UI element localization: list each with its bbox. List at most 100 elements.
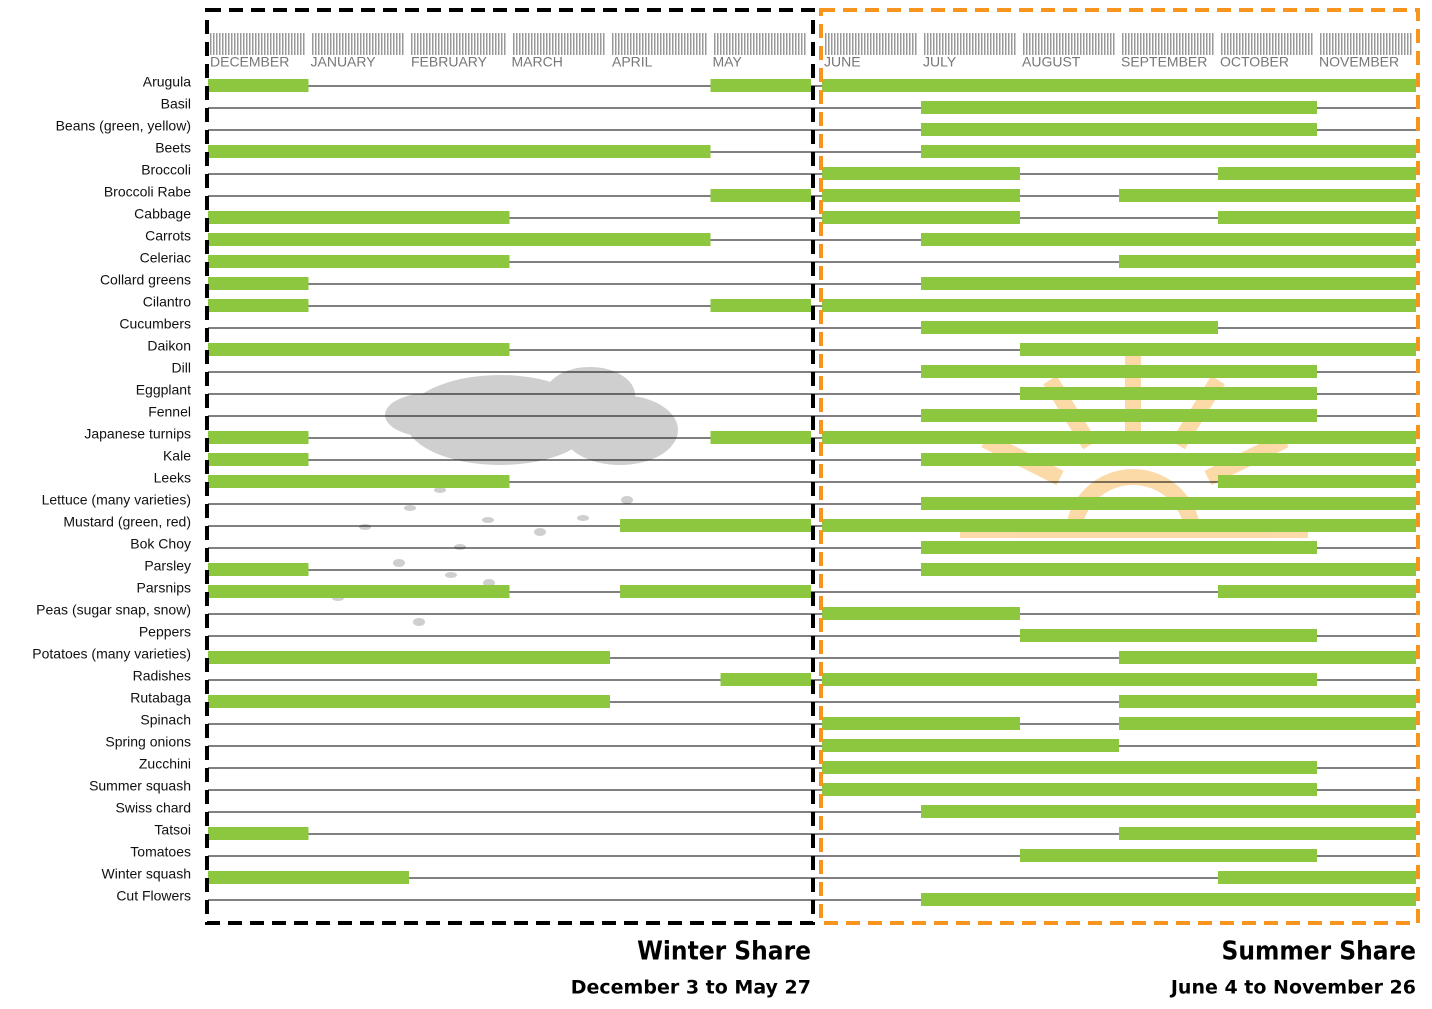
row-label: Parsnips xyxy=(137,580,191,596)
season-bar xyxy=(710,431,811,444)
month-header xyxy=(824,33,917,55)
season-bar xyxy=(710,79,811,92)
season-bar xyxy=(208,827,309,840)
season-bar xyxy=(921,541,1317,554)
season-bar xyxy=(822,299,1416,312)
season-bar xyxy=(822,717,1020,730)
month-header xyxy=(210,33,305,55)
season-bar xyxy=(822,519,1416,532)
month-header xyxy=(923,33,1016,55)
row-label: Lettuce (many varieties) xyxy=(42,492,191,508)
season-bar xyxy=(1020,343,1416,356)
month-header xyxy=(712,33,807,55)
season-bar xyxy=(208,871,409,884)
x-tick-label: OCTOBER xyxy=(1220,54,1289,70)
row-label: Spring onions xyxy=(105,734,191,750)
row-label: Mustard (green, red) xyxy=(63,514,191,530)
x-tick-label: AUGUST xyxy=(1022,54,1081,70)
season-bar xyxy=(921,145,1416,158)
summer-subtitle: June 4 to November 26 xyxy=(1169,977,1416,999)
season-bar xyxy=(208,651,610,664)
season-bar xyxy=(822,167,1020,180)
row-label: Broccoli xyxy=(141,162,191,178)
x-tick-label: JANUARY xyxy=(311,54,377,70)
winter-subtitle: December 3 to May 27 xyxy=(571,977,811,999)
season-bar xyxy=(208,695,610,708)
season-bar xyxy=(822,607,1020,620)
season-bar xyxy=(822,739,1119,752)
season-bar xyxy=(710,299,811,312)
month-header xyxy=(1022,33,1115,55)
season-bar xyxy=(1218,475,1416,488)
season-bar xyxy=(208,585,510,598)
row-label: Swiss chard xyxy=(116,800,191,816)
cloud-decoration xyxy=(332,367,678,626)
row-label: Beets xyxy=(155,140,191,156)
row-label: Broccoli Rabe xyxy=(104,184,191,200)
season-bar xyxy=(208,299,309,312)
season-bar xyxy=(208,255,510,268)
x-tick-label: JUNE xyxy=(824,54,861,70)
month-header xyxy=(310,33,405,55)
season-bar xyxy=(208,563,309,576)
row-label: Cucumbers xyxy=(119,316,191,332)
row-label: Peppers xyxy=(139,624,191,640)
row-label: Cilantro xyxy=(143,294,191,310)
season-bar xyxy=(208,211,510,224)
month-header xyxy=(411,33,506,55)
x-tick-label: FEBRUARY xyxy=(411,54,488,70)
summer-frame xyxy=(819,8,1420,925)
season-bar xyxy=(921,365,1317,378)
season-bar xyxy=(208,233,711,246)
row-label: Japanese turnips xyxy=(84,426,191,442)
season-bar xyxy=(822,431,1416,444)
season-bar xyxy=(208,431,309,444)
season-bar xyxy=(208,79,309,92)
row-label: Basil xyxy=(161,96,191,112)
row-label: Beans (green, yellow) xyxy=(56,118,191,134)
season-bar xyxy=(921,233,1416,246)
season-bar xyxy=(1218,167,1416,180)
row-label: Rutabaga xyxy=(130,690,191,706)
row-label: Leeks xyxy=(154,470,191,486)
season-bar xyxy=(620,519,811,532)
x-tick-label: NOVEMBER xyxy=(1319,54,1399,70)
month-header xyxy=(1319,33,1412,55)
row-label: Collard greens xyxy=(100,272,191,288)
season-bar xyxy=(822,211,1020,224)
row-label: Parsley xyxy=(144,558,191,574)
season-bar xyxy=(1119,189,1416,202)
season-bar xyxy=(1119,717,1416,730)
row-label: Eggplant xyxy=(136,382,191,398)
season-bar xyxy=(1020,387,1317,400)
season-bar xyxy=(921,893,1416,906)
season-bar xyxy=(822,79,1416,92)
row-label: Spinach xyxy=(140,712,191,728)
season-bar xyxy=(822,673,1317,686)
season-bar xyxy=(208,343,510,356)
season-bar xyxy=(1119,255,1416,268)
season-bar xyxy=(1020,629,1317,642)
season-bar xyxy=(208,277,309,290)
x-tick-label: DECEMBER xyxy=(210,54,289,70)
season-bar xyxy=(921,123,1317,136)
row-label: Daikon xyxy=(147,338,191,354)
winter-title: Winter Share xyxy=(637,937,811,967)
row-label: Winter squash xyxy=(102,866,191,882)
season-bar xyxy=(822,783,1317,796)
row-label: Kale xyxy=(163,448,191,464)
season-bar xyxy=(1119,651,1416,664)
row-label: Bok Choy xyxy=(130,536,191,552)
season-bar xyxy=(208,453,309,466)
month-header xyxy=(612,33,707,55)
row-label: Radishes xyxy=(133,668,191,684)
row-label: Potatoes (many varieties) xyxy=(32,646,191,662)
row-label: Dill xyxy=(172,360,191,376)
x-tick-label: JULY xyxy=(923,54,957,70)
season-bar xyxy=(208,475,510,488)
season-bar xyxy=(620,585,811,598)
season-bar xyxy=(921,409,1317,422)
season-bar xyxy=(208,145,711,158)
season-bar xyxy=(720,673,811,686)
